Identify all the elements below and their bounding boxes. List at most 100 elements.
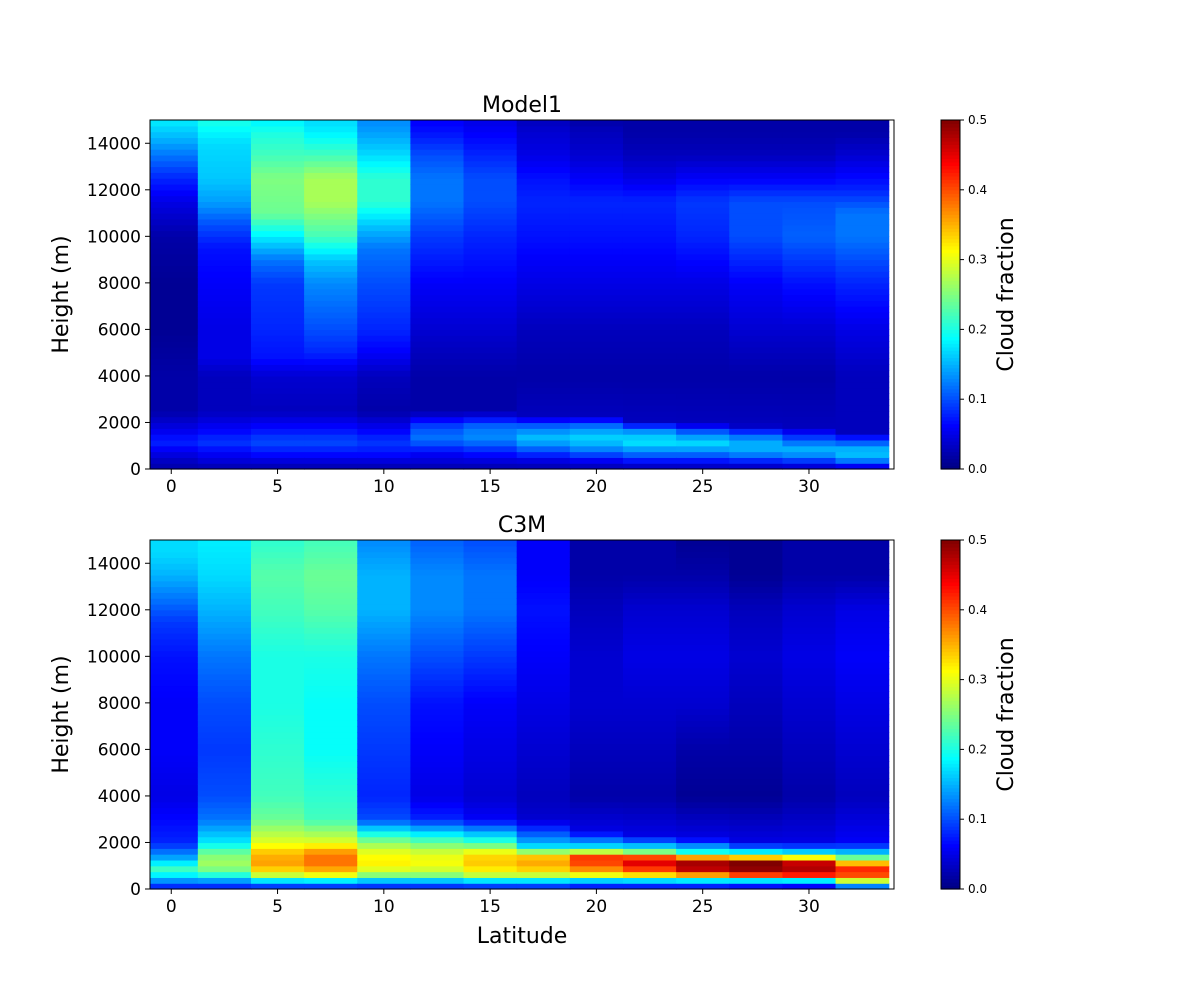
heatmap-cell — [622, 364, 677, 371]
heatmap-cell — [410, 317, 465, 325]
heatmap-cell — [835, 569, 890, 576]
colorbar-swatch — [941, 773, 960, 778]
heatmap-cell — [569, 166, 624, 173]
heatmap-cell — [250, 335, 305, 342]
heatmap-cell — [729, 836, 783, 844]
heatmap-cell — [463, 416, 518, 424]
heatmap-cell — [463, 120, 518, 127]
heatmap-cell — [197, 854, 252, 861]
heatmap-cell — [150, 259, 199, 267]
heatmap-cell — [569, 282, 624, 290]
colorbar-swatch — [941, 343, 960, 348]
heatmap-cell — [569, 300, 624, 307]
heatmap-cell — [250, 592, 305, 599]
heatmap-cell — [250, 370, 305, 377]
colorbar-swatch — [941, 346, 960, 351]
x-axis-ticks: 0 5 10 15 20 25 30 — [166, 469, 820, 497]
heatmap-column — [150, 540, 199, 890]
heatmap-cell — [676, 540, 730, 547]
heatmap-cell — [357, 673, 411, 681]
heatmap-cell — [410, 120, 465, 127]
heatmap-cell — [197, 195, 252, 203]
heatmap-cell — [304, 381, 358, 389]
heatmap-cell — [516, 224, 571, 232]
colorbar-swatch — [941, 546, 960, 552]
colorbar-tick-label: 0.3 — [968, 673, 987, 687]
heatmap-cell — [516, 615, 571, 623]
heatmap-cell — [676, 317, 730, 325]
colorbar-swatch — [941, 711, 960, 716]
heatmap-cell — [782, 125, 837, 133]
heatmap-cell — [410, 737, 465, 745]
heatmap-cell — [622, 405, 677, 412]
colorbar-swatch — [941, 599, 960, 604]
heatmap-cell — [676, 627, 730, 634]
heatmap-cell — [357, 381, 411, 389]
heatmap-cell — [622, 352, 677, 360]
heatmap-cell — [463, 271, 518, 278]
heatmap-cell — [357, 236, 411, 243]
heatmap-cell — [782, 358, 837, 365]
heatmap-cell — [729, 609, 783, 617]
colorbar-swatch — [941, 833, 960, 838]
colorbar-swatch — [941, 193, 960, 198]
heatmap-cell — [516, 236, 571, 243]
colorbar-tick-label: 0.1 — [968, 392, 987, 406]
heatmap-cell — [197, 463, 252, 470]
heatmap-cell — [304, 387, 358, 394]
heatmap-cell — [197, 271, 252, 278]
heatmap-cell — [835, 615, 890, 623]
colorbar-swatch — [941, 266, 960, 271]
heatmap-cell — [622, 790, 677, 797]
heatmap-cell — [729, 708, 783, 716]
heatmap-cell — [197, 201, 252, 208]
heatmap-cell — [569, 784, 624, 791]
heatmap-cell — [569, 120, 624, 127]
heatmap-cell — [782, 598, 837, 605]
heatmap-cell — [463, 557, 518, 564]
heatmap-cell — [250, 819, 305, 826]
heatmap-cell — [676, 830, 730, 838]
colorbar-swatch — [941, 585, 960, 590]
heatmap-cell — [622, 143, 677, 150]
heatmap-cell — [304, 218, 358, 226]
heatmap-cell — [463, 603, 518, 611]
heatmap-cell — [304, 125, 358, 133]
heatmap-cell — [463, 399, 518, 406]
colorbar-tick-label: 0.4 — [968, 603, 987, 617]
heatmap-cell — [410, 574, 465, 582]
heatmap-cell — [250, 563, 305, 570]
y-tick-label: 14000 — [87, 134, 141, 154]
heatmap-cell — [516, 213, 571, 220]
heatmap-cell — [622, 615, 677, 623]
heatmap-cell — [835, 609, 890, 617]
heatmap-cell — [150, 766, 199, 774]
heatmap-cell — [304, 346, 358, 354]
heatmap-cell — [357, 120, 411, 127]
heatmap-cell — [304, 854, 358, 861]
heatmap-cell — [357, 329, 411, 336]
heatmap-cell — [516, 755, 571, 762]
heatmap-cell — [150, 410, 199, 418]
heatmap-cell — [463, 545, 518, 553]
heatmap-cell — [463, 387, 518, 394]
heatmap-cell — [782, 819, 837, 826]
colorbar-swatch — [941, 287, 960, 292]
heatmap-cell — [197, 755, 252, 762]
heatmap-cell — [197, 574, 252, 582]
heatmap-cell — [250, 708, 305, 716]
panel-title: C3M — [498, 513, 546, 538]
heatmap-cell — [410, 300, 465, 307]
heatmap-cell — [516, 662, 571, 669]
heatmap-cell — [835, 364, 890, 371]
heatmap-cell — [357, 247, 411, 255]
heatmap-cell — [410, 627, 465, 634]
heatmap-cell — [150, 726, 199, 733]
heatmap-cell — [676, 457, 730, 464]
heatmap-cell — [782, 737, 837, 745]
heatmap-cell — [622, 638, 677, 646]
heatmap-cell — [304, 603, 358, 611]
heatmap-cell — [304, 708, 358, 716]
heatmap-cell — [410, 381, 465, 389]
heatmap-cell — [197, 592, 252, 599]
